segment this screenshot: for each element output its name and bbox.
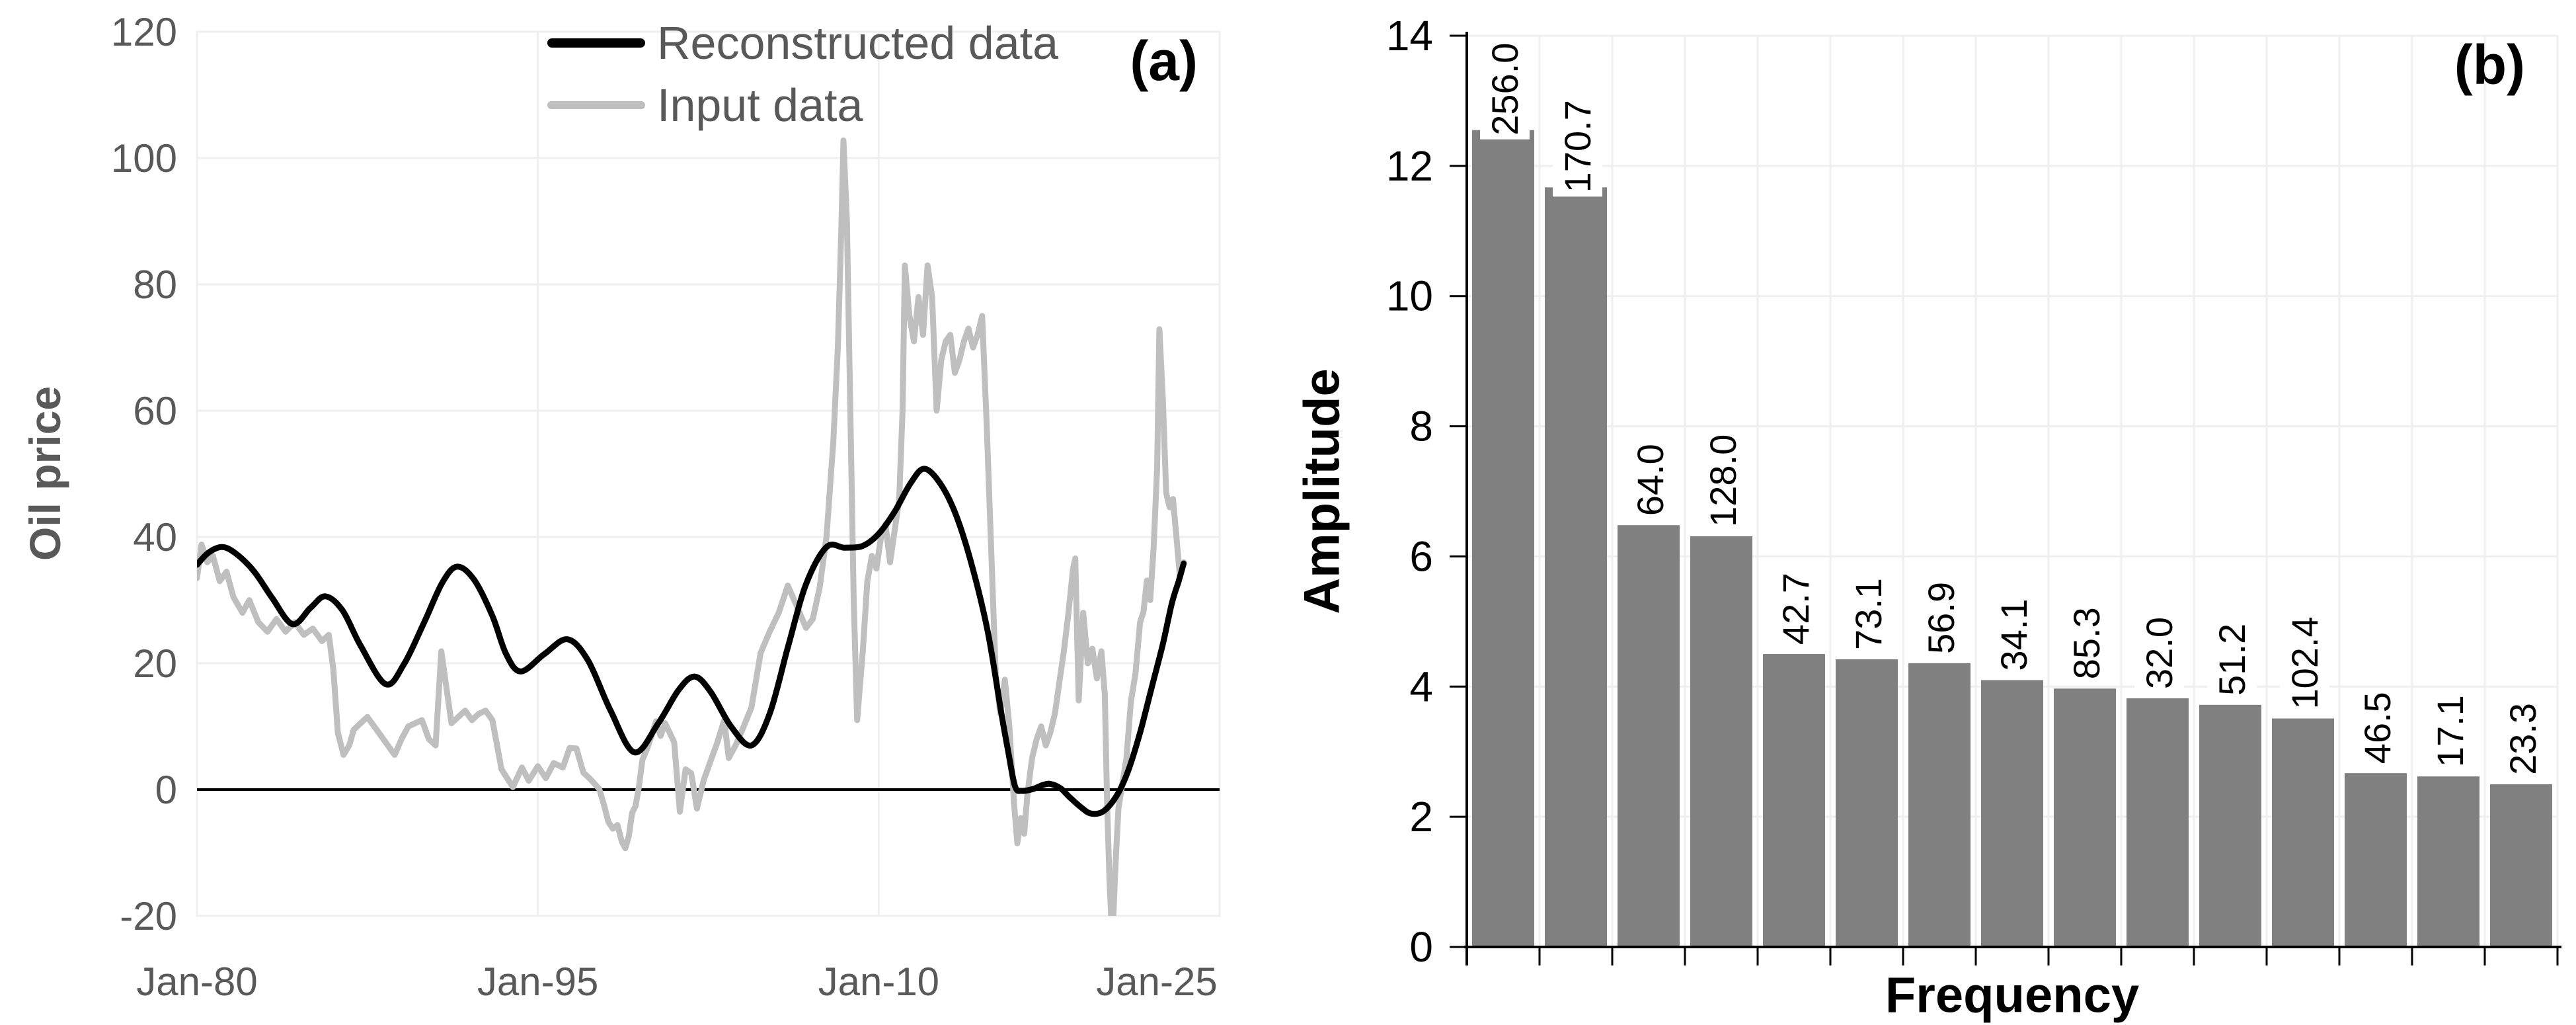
x-tick-label: Jan-25	[1096, 960, 1217, 1004]
legend-item-reconstructed: Reconstructed data	[547, 12, 1058, 74]
bar	[1618, 525, 1680, 947]
legend-label-input: Input data	[657, 79, 863, 131]
bar-label-background	[1625, 440, 1675, 520]
bar-value-label: 46.5	[2357, 692, 2398, 764]
bar	[2490, 784, 2552, 947]
y-tick-label: 0	[155, 768, 177, 812]
y-tick-label: 2	[1409, 793, 1433, 840]
y-tick-label: 40	[133, 515, 177, 559]
bar-label-background	[2062, 603, 2111, 684]
y-tick-labels-a: 120 100 80 60 40 20 0 -20	[111, 10, 177, 938]
gridlines-a	[196, 30, 1221, 917]
bar	[1908, 663, 1971, 947]
y-axis-title-oil-price: Oil price	[20, 386, 69, 561]
y-axis-title-amplitude: Amplitude	[1294, 368, 1350, 614]
bar	[2272, 718, 2334, 947]
bars-group	[1472, 130, 2552, 947]
input-line-swatch	[547, 101, 645, 109]
bar	[1981, 680, 2043, 947]
y-tick-label: 20	[133, 641, 177, 686]
y-tick-label: 10	[1386, 272, 1433, 320]
panel-label-a: (a)	[1130, 30, 1198, 92]
y-tick-label: 4	[1409, 663, 1433, 710]
bar-label-background	[1989, 594, 2039, 675]
y-tick-label: 120	[111, 10, 177, 54]
y-tick-label: 14	[1386, 12, 1433, 60]
x-tick-labels-a: Jan-80 Jan-95 Jan-10 Jan-25	[136, 960, 1217, 1004]
bar	[2127, 698, 2189, 947]
bar-value-label: 51.2	[2211, 624, 2253, 696]
plot-border-a	[196, 30, 1221, 917]
bar-label-background	[1916, 577, 1966, 658]
bar-label-background	[1553, 96, 1602, 197]
bar-value-label: 85.3	[2066, 607, 2107, 679]
y-tick-label: 8	[1409, 403, 1433, 450]
bar-value-label: 23.3	[2502, 703, 2544, 775]
bar-value-label: 34.1	[1993, 598, 2035, 671]
bar-value-label: 56.9	[1920, 582, 1962, 654]
bar	[1690, 536, 1752, 947]
bar-label-background	[1480, 38, 1530, 140]
y-tick-label: 0	[1409, 923, 1433, 971]
bar-value-label: 64.0	[1629, 444, 1671, 516]
bar	[2054, 688, 2116, 947]
y-tick-label: -20	[120, 894, 177, 938]
bar	[2199, 704, 2261, 947]
y-tick-label: 80	[133, 263, 177, 307]
bar-label-background	[2280, 612, 2329, 714]
bar	[1472, 130, 1534, 947]
bar-label-background	[2207, 619, 2257, 700]
input-data-line	[197, 137, 1187, 916]
axes-b	[1450, 32, 2561, 965]
bar-label-background	[1844, 573, 1893, 654]
bar-value-label: 17.1	[2429, 695, 2471, 767]
x-axis-title-frequency: Frequency	[1885, 967, 2140, 1024]
bar-value-label: 256.0	[1484, 43, 1526, 136]
y-tick-label: 12	[1386, 142, 1433, 190]
reconstructed-line-swatch	[547, 38, 645, 48]
x-tick-label: Jan-80	[136, 960, 257, 1004]
bar	[1836, 659, 1898, 947]
bar-value-label: 102.4	[2284, 616, 2325, 709]
bar-value-label: 128.0	[1702, 434, 1744, 527]
gridlines-b	[1467, 34, 2559, 947]
bar-label-background	[2498, 698, 2548, 779]
bar-value-labels: 256.0 170.7 64.0 128.0 42.7 73.1 56.9 34.1 85.3 3…	[1480, 38, 2548, 779]
bar	[2417, 776, 2479, 947]
y-tick-label: 60	[133, 389, 177, 433]
bar-label-background	[1771, 569, 1820, 649]
bar-label-background	[2134, 613, 2184, 694]
bar	[1545, 187, 1607, 947]
y-tick-label: 100	[111, 136, 177, 181]
x-tick-label: Jan-10	[818, 960, 939, 1004]
bar	[1763, 654, 1825, 947]
y-tick-label: 6	[1409, 532, 1433, 580]
bar-label-background	[2425, 691, 2475, 772]
x-tick-label: Jan-95	[477, 960, 598, 1004]
bar-value-label: 170.7	[1557, 100, 1598, 192]
bar-value-label: 42.7	[1775, 573, 1816, 645]
legend: Reconstructed data Input data	[547, 12, 1058, 136]
legend-label-reconstructed: Reconstructed data	[657, 17, 1059, 69]
bar-label-background	[1698, 430, 1748, 531]
series-group-a	[197, 137, 1187, 916]
bar-value-label: 73.1	[1848, 578, 1889, 650]
bar	[2345, 773, 2407, 947]
panel-label-b: (b)	[2454, 34, 2525, 96]
reconstructed-data-line	[197, 466, 1187, 817]
bar-value-label: 32.0	[2138, 617, 2180, 689]
y-tick-labels-b: 0 2 4 6 8 10 12 14	[1386, 12, 1433, 971]
legend-item-input: Input data	[547, 74, 1058, 136]
bar-label-background	[2353, 688, 2402, 768]
